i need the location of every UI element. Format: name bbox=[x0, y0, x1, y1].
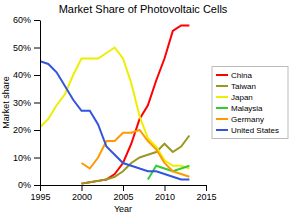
y-axis-tick-label: 30% bbox=[13, 98, 31, 108]
x-axis-tick-mark bbox=[165, 185, 166, 191]
x-axis-title: Year bbox=[114, 204, 132, 214]
x-axis: 1995 2000 2005 2010 2015 bbox=[30, 185, 216, 202]
legend-swatch bbox=[216, 96, 228, 98]
x-axis-tick-label: 1995 bbox=[30, 192, 50, 202]
x-axis-tick-label: 2015 bbox=[196, 192, 216, 202]
y-axis-tick: 40% bbox=[13, 70, 40, 80]
legend-label: Taiwan bbox=[231, 82, 256, 91]
x-axis-tick-mark bbox=[82, 185, 83, 191]
y-axis-tick-label: 10% bbox=[13, 153, 31, 163]
legend-label: Germany bbox=[231, 115, 264, 124]
y-axis-tick-label: 50% bbox=[13, 43, 31, 53]
title: Market Share of Photovoltaic Cells bbox=[59, 3, 228, 15]
legend-frame bbox=[212, 67, 288, 139]
y-axis: 0% 10% 20% 30% 40% 50% 60% bbox=[13, 15, 41, 190]
y-axis-tick-label: 0% bbox=[18, 180, 31, 190]
series-line bbox=[82, 26, 190, 184]
x-axis-tick-mark bbox=[40, 185, 41, 191]
y-axis-tick-mark bbox=[34, 20, 40, 21]
y-axis-tick: 0% bbox=[18, 180, 40, 190]
series-line bbox=[40, 48, 189, 169]
x-axis-tick-mark bbox=[123, 185, 124, 191]
x-axis-tick: 2010 bbox=[155, 185, 175, 202]
y-axis-line bbox=[40, 21, 41, 186]
x-axis-tick: 2015 bbox=[196, 185, 216, 202]
y-axis-tick-label: 40% bbox=[13, 70, 31, 80]
x-axis-tick-label: 2005 bbox=[113, 192, 133, 202]
y-axis-tick: 30% bbox=[13, 98, 40, 108]
legend-swatch bbox=[216, 85, 228, 87]
legend-swatch bbox=[216, 129, 228, 131]
x-axis-tick-mark bbox=[206, 185, 207, 191]
y-axis-tick: 10% bbox=[13, 153, 40, 163]
series-line bbox=[40, 61, 189, 179]
legend-label: United States bbox=[231, 126, 279, 135]
y-axis-tick: 20% bbox=[13, 125, 40, 135]
y-axis-tick-label: 60% bbox=[13, 15, 31, 25]
legend-label: Malaysia bbox=[231, 104, 263, 113]
legend-swatch bbox=[216, 118, 228, 120]
y-axis-tick-mark bbox=[34, 75, 40, 76]
y-axis-tick: 50% bbox=[13, 43, 40, 53]
y-axis-tick-mark bbox=[34, 103, 40, 104]
lines bbox=[40, 26, 189, 184]
x-axis-tick: 1995 bbox=[30, 185, 50, 202]
x-axis-tick-label: 2010 bbox=[155, 192, 175, 202]
y-axis-tick-mark bbox=[34, 158, 40, 159]
y-axis-tick-mark bbox=[34, 185, 40, 186]
x-axis-tick: 2000 bbox=[72, 185, 92, 202]
y-axis-tick-mark bbox=[34, 48, 40, 49]
y-axis-tick-mark bbox=[34, 130, 40, 131]
x-axis-tick: 2005 bbox=[113, 185, 133, 202]
x-axis-tick-label: 2000 bbox=[72, 192, 92, 202]
legend-swatch bbox=[216, 107, 228, 109]
y-axis-title: Market share bbox=[1, 76, 11, 129]
legend: China Taiwan Japan Malaysia Germany United St… bbox=[212, 67, 288, 139]
series-line bbox=[82, 130, 190, 177]
legend-label: China bbox=[231, 71, 252, 80]
chart: 1995 2000 2005 2010 2015 0% 10% 20% 30% 40% 50% 60%… bbox=[0, 0, 290, 217]
legend-swatch bbox=[216, 74, 228, 76]
plot: 1995 2000 2005 2010 2015 0% 10% 20% 30% 40% 50% 60% bbox=[13, 15, 217, 202]
y-axis-tick-label: 20% bbox=[13, 125, 31, 135]
legend-label: Japan bbox=[231, 93, 253, 102]
y-axis-tick: 60% bbox=[13, 15, 40, 25]
